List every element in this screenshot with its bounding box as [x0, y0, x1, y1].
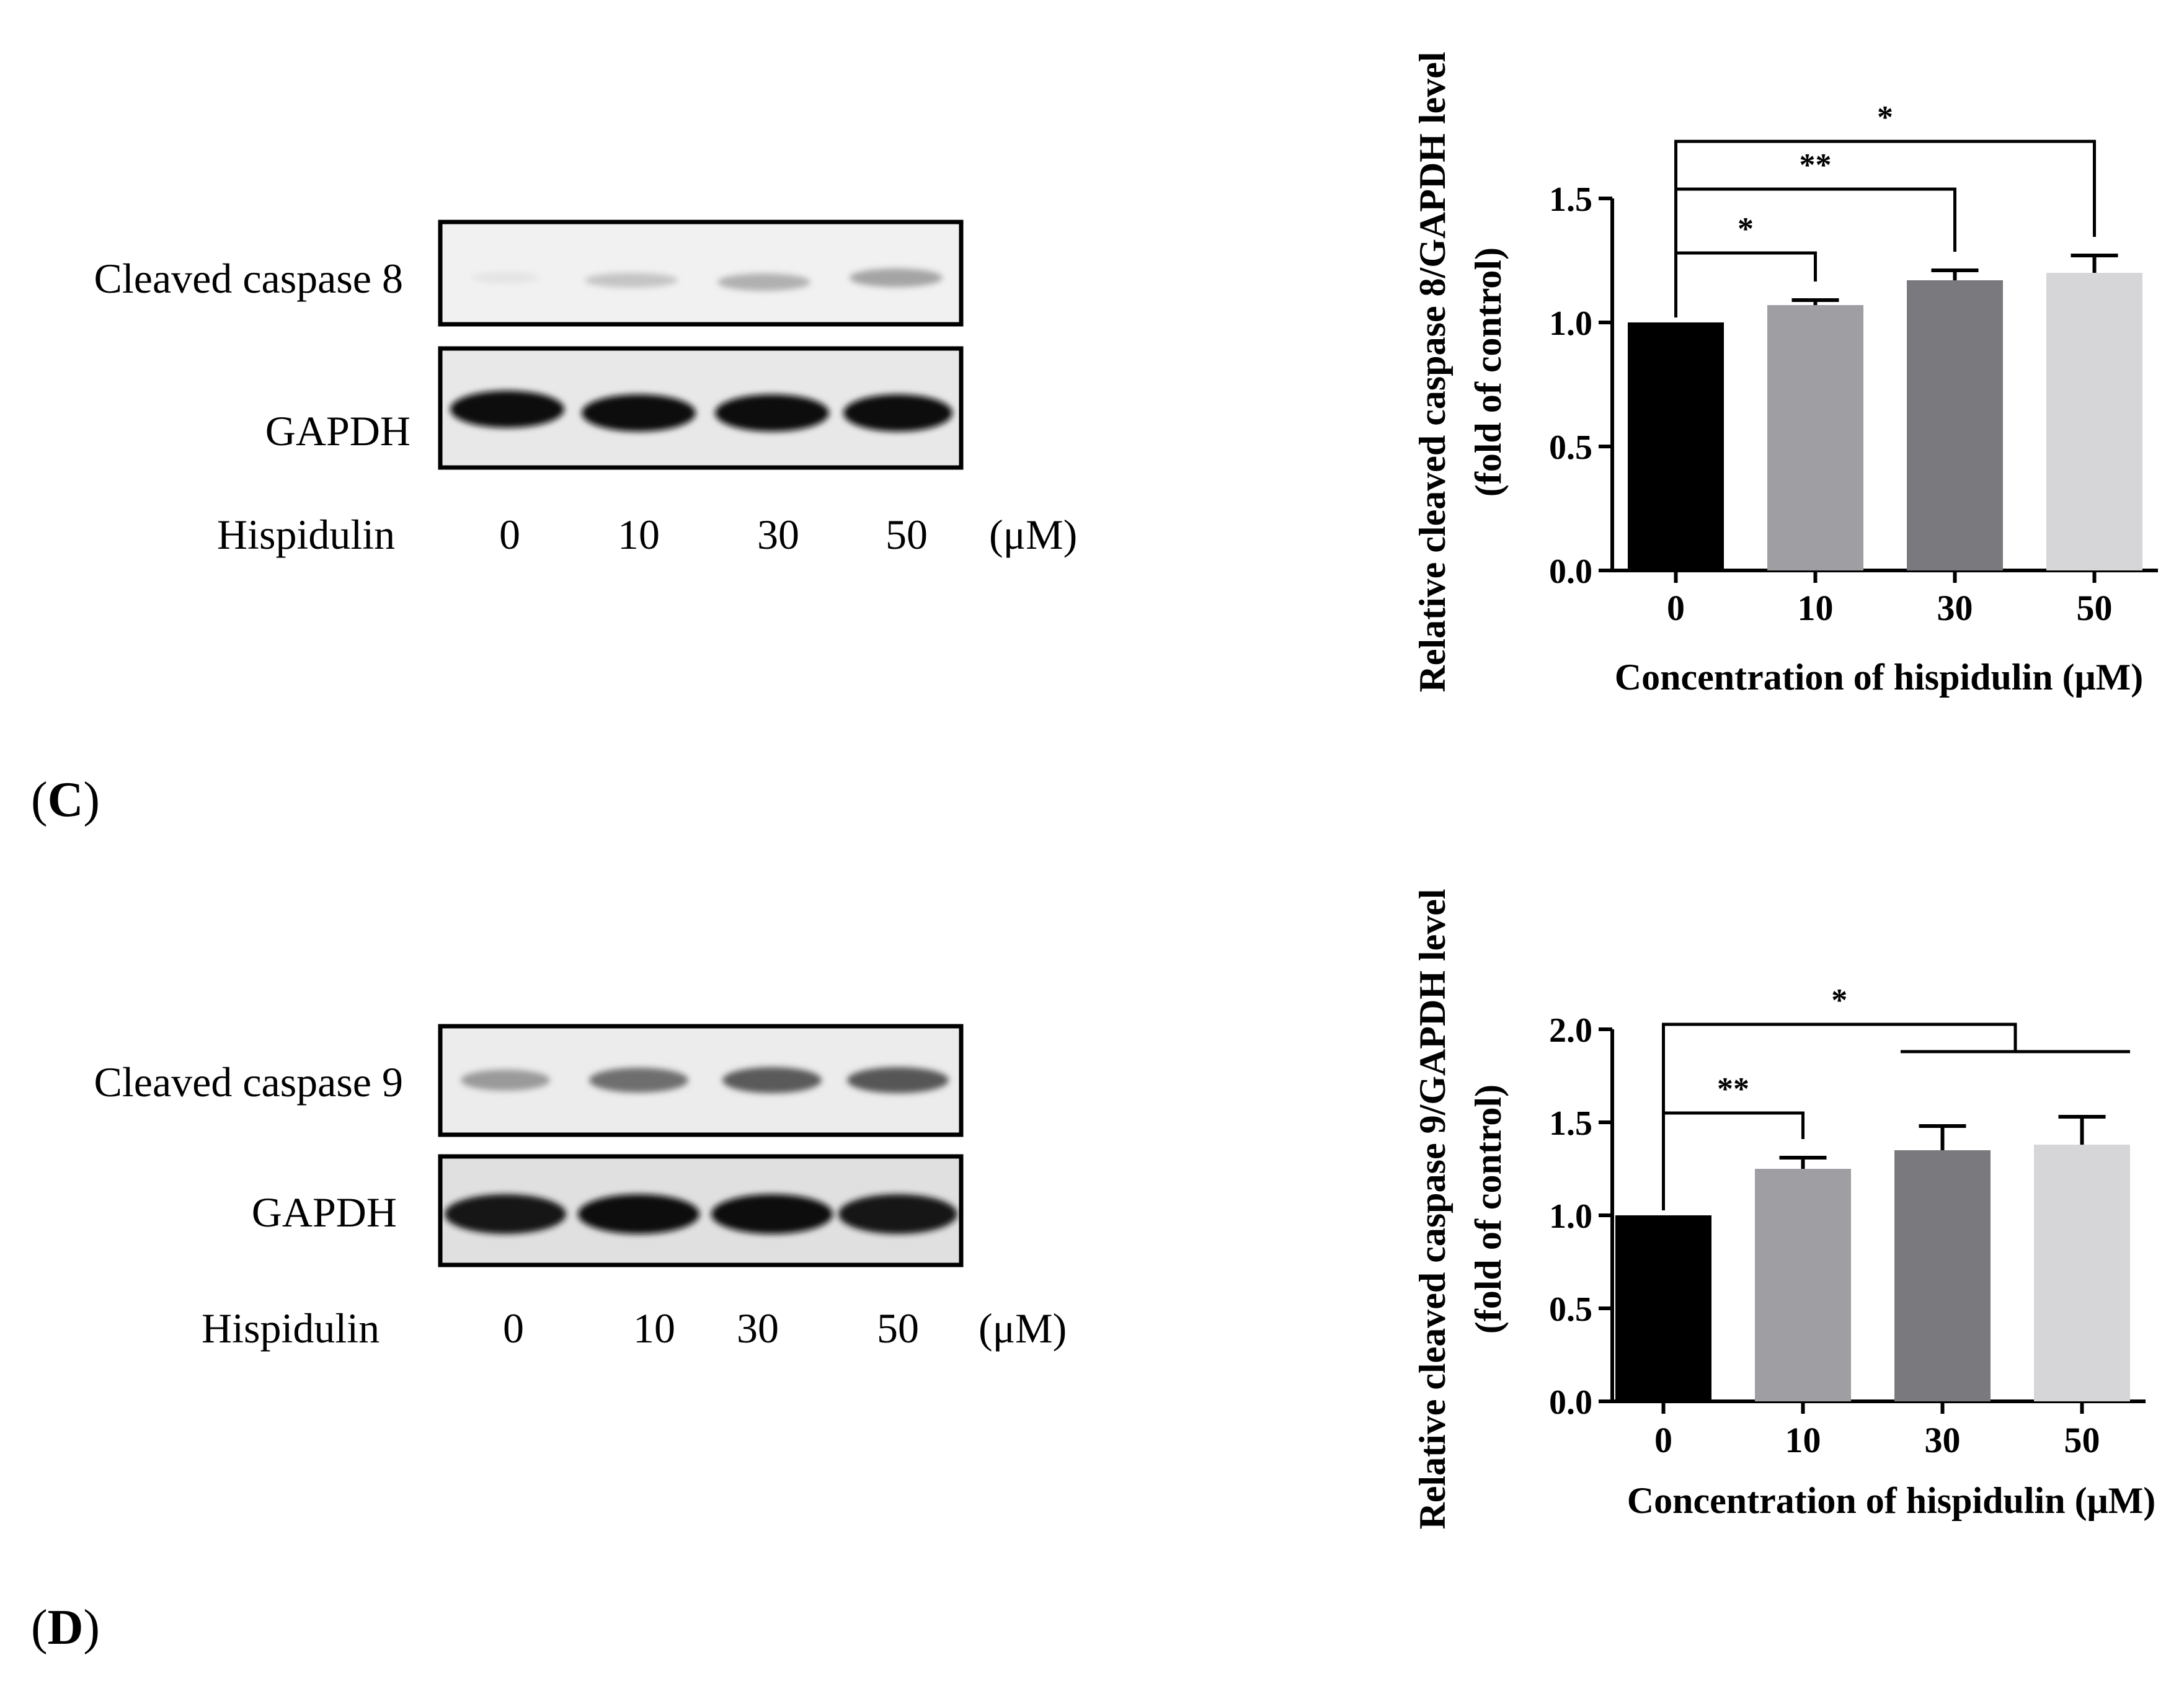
x-tick-label: 0 — [1654, 1420, 1672, 1460]
x-axis-title: Concentration of hispidulin (μM) — [1615, 657, 2143, 698]
significance-marker: ** — [1800, 148, 1832, 183]
band-c9-lane3 — [847, 1067, 949, 1093]
significance-marker: * — [1877, 100, 1893, 135]
x-tick-label: 0 — [1667, 588, 1685, 628]
band-gapdh-d-lane0 — [445, 1194, 566, 1234]
y-tick-label: 0.5 — [1549, 428, 1592, 467]
y-tick-label: 1.5 — [1549, 1104, 1592, 1143]
unit-d: (μM) — [979, 1305, 1067, 1352]
bar-30 — [1907, 280, 2003, 570]
band-gapdh-c-lane1 — [582, 394, 696, 432]
band-gapdh-c-lane2 — [715, 394, 829, 432]
band-c8-lane1 — [585, 273, 678, 288]
dose-d-0: 0 — [503, 1305, 524, 1352]
treatment-label-c: Hispidulin — [217, 511, 395, 558]
chart-caspase8: 0.0 0.5 1.0 1.5 0 10 30 50 Concentration of hisp… — [1412, 51, 2158, 698]
blot-row-label-caspase9: Cleaved caspase 9 — [94, 1058, 403, 1106]
y-axis-title: Relative cleaved caspase 8/GAPDH level — [1412, 51, 1453, 692]
dose-c-10: 10 — [618, 511, 660, 558]
x-tick-label: 50 — [2077, 588, 2113, 628]
x-tick-label: 30 — [1937, 588, 1973, 628]
band-gapdh-c-lane0 — [450, 391, 564, 428]
significance-bracket — [1674, 140, 2096, 317]
x-tick-label: 30 — [1925, 1420, 1961, 1460]
band-c9-lane2 — [722, 1067, 822, 1093]
blot-row-label-gapdh-c: GAPDH — [265, 407, 411, 455]
bar-50 — [2046, 273, 2142, 570]
x-tick-label: 50 — [2064, 1420, 2100, 1460]
unit-c: (μM) — [989, 511, 1077, 558]
y-axis-title: Relative cleaved caspase 9/GAPDH level — [1412, 889, 1453, 1529]
caspase9-bands — [461, 1067, 949, 1093]
y-tick-label: 1.0 — [1549, 304, 1592, 343]
significance-marker: ** — [1717, 1071, 1749, 1107]
x-tick-label: 10 — [1785, 1420, 1821, 1460]
bar-10 — [1767, 305, 1863, 570]
bar-50 — [2034, 1145, 2130, 1401]
band-c9-lane0 — [461, 1070, 550, 1091]
x-axis-title: Concentration of hispidulin (μM) — [1627, 1480, 2155, 1521]
band-c9-lane1 — [589, 1068, 688, 1093]
dose-c-50: 50 — [886, 511, 928, 558]
y-tick-label: 1.0 — [1549, 1197, 1592, 1236]
dose-c-0: 0 — [499, 511, 520, 558]
band-gapdh-d-lane2 — [711, 1194, 833, 1234]
y-tick-label: 1.5 — [1549, 180, 1592, 219]
significance-bracket — [1662, 1022, 2017, 1210]
panel-label-d: (D) — [31, 1600, 100, 1655]
y-tick-label: 0.0 — [1549, 1383, 1592, 1422]
dose-d-50: 50 — [877, 1305, 919, 1352]
treatment-label-d: Hispidulin — [202, 1305, 380, 1352]
bar-0 — [1615, 1215, 1711, 1401]
chart-caspase9: 0.0 0.5 1.0 1.5 2.0 0 10 30 50 Concentration of h… — [1412, 889, 2155, 1529]
gapdh-c-bands — [450, 391, 952, 432]
significance-marker: * — [1738, 211, 1754, 247]
dose-d-10: 10 — [633, 1305, 675, 1352]
significance-marker: * — [1831, 983, 1847, 1018]
y-tick-label: 0.5 — [1549, 1290, 1592, 1329]
gapdh-d-bands — [445, 1194, 957, 1234]
bar-10 — [1755, 1169, 1851, 1401]
x-tick-label: 10 — [1798, 588, 1834, 628]
band-c8-lane3 — [850, 268, 943, 287]
bar-0 — [1628, 322, 1724, 570]
caspase8-bands — [471, 268, 943, 291]
dose-d-30: 30 — [737, 1305, 779, 1352]
blot-c: Cleaved caspase 8 GAPDH Hispidulin 0 10 … — [94, 220, 1077, 558]
blot-row-label-caspase8: Cleaved caspase 8 — [94, 255, 403, 302]
dose-c-30: 30 — [757, 511, 799, 558]
panel-label-c: (C) — [31, 773, 100, 827]
y-tick-label: 0.0 — [1549, 552, 1592, 591]
band-c8-lane0 — [471, 272, 539, 283]
blot-row-label-gapdh-d: GAPDH — [252, 1189, 397, 1236]
band-gapdh-c-lane3 — [843, 394, 952, 432]
bar-30 — [1894, 1150, 1991, 1401]
band-gapdh-d-lane3 — [838, 1194, 957, 1234]
y-axis-subtitle: (fold of control) — [1468, 1084, 1509, 1334]
band-c8-lane2 — [717, 273, 810, 291]
blot-d: Cleaved caspase 9 GAPDH Hispidulin 0 10 … — [94, 1024, 1067, 1352]
band-gapdh-d-lane1 — [578, 1194, 699, 1234]
y-tick-label: 2.0 — [1549, 1011, 1592, 1050]
y-axis-subtitle: (fold of control) — [1468, 247, 1509, 497]
